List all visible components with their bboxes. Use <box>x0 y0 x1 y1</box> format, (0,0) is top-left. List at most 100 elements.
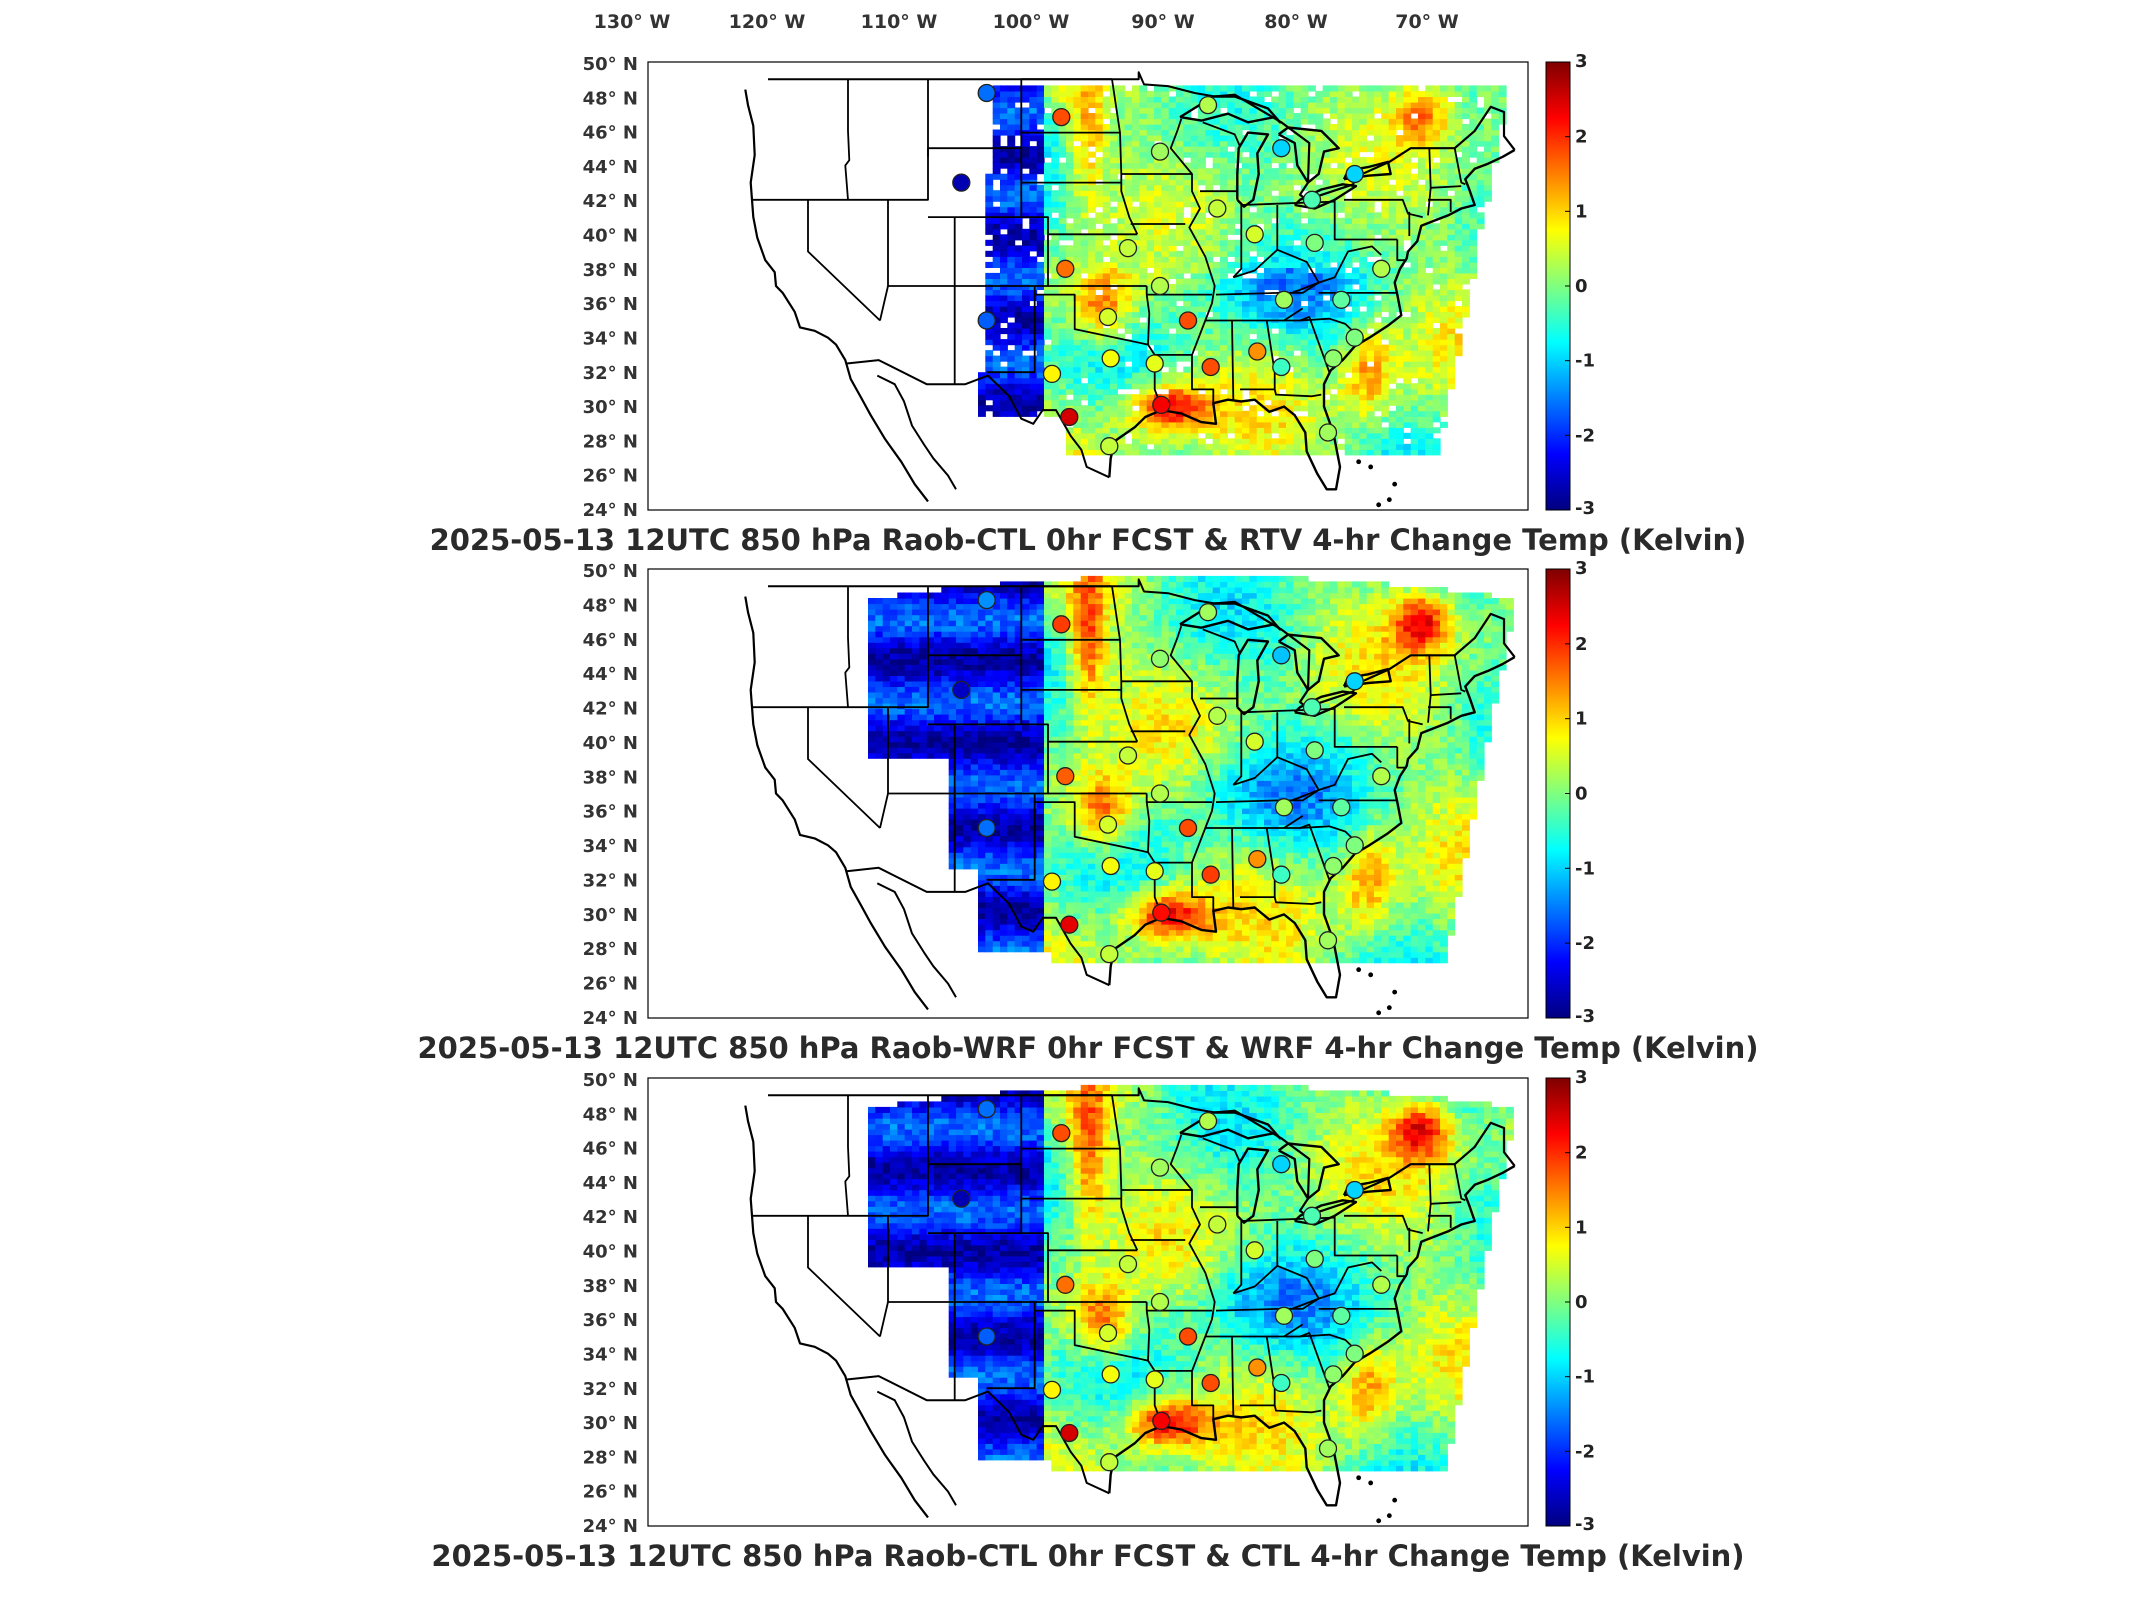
field-cell <box>1330 250 1338 257</box>
field-cell <box>1418 113 1426 120</box>
field-cell <box>1176 201 1184 208</box>
field-cell <box>1359 113 1368 120</box>
field-cell <box>1190 333 1199 340</box>
field-cell <box>1293 195 1302 202</box>
field-cell <box>1058 896 1067 903</box>
field-cell <box>1286 151 1294 158</box>
field-cell <box>1337 272 1346 279</box>
field-cell <box>1190 168 1199 175</box>
field-cell <box>985 289 994 296</box>
field-cell <box>1388 129 1397 136</box>
field-cell <box>1344 421 1353 428</box>
field-cell <box>1432 179 1441 186</box>
field-cell <box>1293 217 1302 224</box>
field-cell <box>1080 443 1089 450</box>
field-cell <box>985 173 994 180</box>
field-cell <box>1154 421 1162 428</box>
field-cell <box>1322 907 1331 914</box>
field-cell <box>1058 217 1067 224</box>
field-cell <box>1117 135 1126 142</box>
field-cell <box>1381 151 1390 158</box>
field-cell <box>1117 355 1126 362</box>
field-cell <box>1447 151 1456 158</box>
field-cell <box>1146 306 1155 313</box>
field-cell <box>1051 311 1060 318</box>
field-cell <box>1080 278 1089 285</box>
field-cell <box>1293 168 1302 175</box>
colorbar-tick-label: -3 <box>1575 498 1595 519</box>
field-cell <box>1124 350 1133 357</box>
field-cell <box>1117 902 1126 909</box>
field-cell <box>1220 907 1228 914</box>
field-cell <box>1425 113 1434 120</box>
field-cell <box>1337 228 1346 235</box>
field-cell <box>1234 179 1243 186</box>
field-cell <box>1374 388 1382 395</box>
field-cell <box>1190 372 1199 379</box>
field-cell <box>1410 295 1419 302</box>
field-cell <box>1146 311 1155 318</box>
field-cell <box>1322 102 1331 109</box>
field-cell <box>1344 234 1353 241</box>
field-cell <box>1212 896 1221 903</box>
field-cell <box>1315 124 1324 131</box>
field-cell <box>1095 929 1104 936</box>
field-cell <box>1388 372 1397 379</box>
field-cell <box>1234 383 1243 390</box>
field-cell <box>1044 289 1052 296</box>
field-cell <box>1374 140 1382 147</box>
field-cell <box>1410 256 1419 263</box>
field-cell <box>1315 190 1324 197</box>
field-cell <box>1212 935 1221 942</box>
field-cell <box>1249 935 1258 942</box>
field-cell <box>1293 250 1302 257</box>
field-cell <box>1396 918 1404 925</box>
field-cell <box>985 377 994 384</box>
field-cell <box>1000 267 1008 274</box>
field-cell <box>1227 416 1236 423</box>
field-cell <box>1139 449 1148 456</box>
field-cell <box>1410 217 1419 224</box>
field-cell <box>1322 140 1331 147</box>
field-cell <box>1293 328 1302 335</box>
field-cell <box>1440 234 1448 241</box>
field-cell <box>1212 322 1221 329</box>
field-cell <box>1352 300 1360 307</box>
field-cell <box>1022 184 1030 191</box>
field-cell <box>1322 344 1331 351</box>
field-cell <box>1308 129 1316 136</box>
field-cell <box>1073 438 1082 445</box>
field-cell <box>1007 333 1016 340</box>
field-cell <box>1000 129 1008 136</box>
field-cell <box>1396 344 1404 351</box>
field-cell <box>1388 283 1397 290</box>
field-cell <box>1124 300 1133 307</box>
field-cell <box>1374 239 1382 246</box>
field-cell <box>1388 355 1397 362</box>
field-cell <box>1234 929 1243 936</box>
field-cell <box>1410 957 1419 964</box>
field-cell <box>1396 399 1404 406</box>
field-cell <box>1440 113 1448 120</box>
field-cell <box>1058 311 1067 318</box>
field-cell <box>1029 295 1038 302</box>
field-cell <box>1447 184 1456 191</box>
field-cell <box>1080 250 1089 257</box>
field-cell <box>1396 935 1404 942</box>
field-cell <box>1374 173 1382 180</box>
field-cell <box>1242 432 1250 439</box>
field-cell <box>1000 935 1008 942</box>
field-cell <box>1176 902 1184 909</box>
field-cell <box>1315 140 1324 147</box>
field-cell <box>1117 278 1126 285</box>
field-cell <box>1388 261 1397 268</box>
field-cell <box>1014 245 1023 252</box>
field-cell <box>1308 405 1316 412</box>
field-cell <box>1212 427 1221 434</box>
field-cell <box>1344 366 1353 373</box>
field-cell <box>1337 361 1346 368</box>
field-cell <box>1410 184 1419 191</box>
field-cell <box>1249 162 1258 169</box>
field-cell <box>1447 913 1456 920</box>
field-cell <box>1388 234 1397 241</box>
